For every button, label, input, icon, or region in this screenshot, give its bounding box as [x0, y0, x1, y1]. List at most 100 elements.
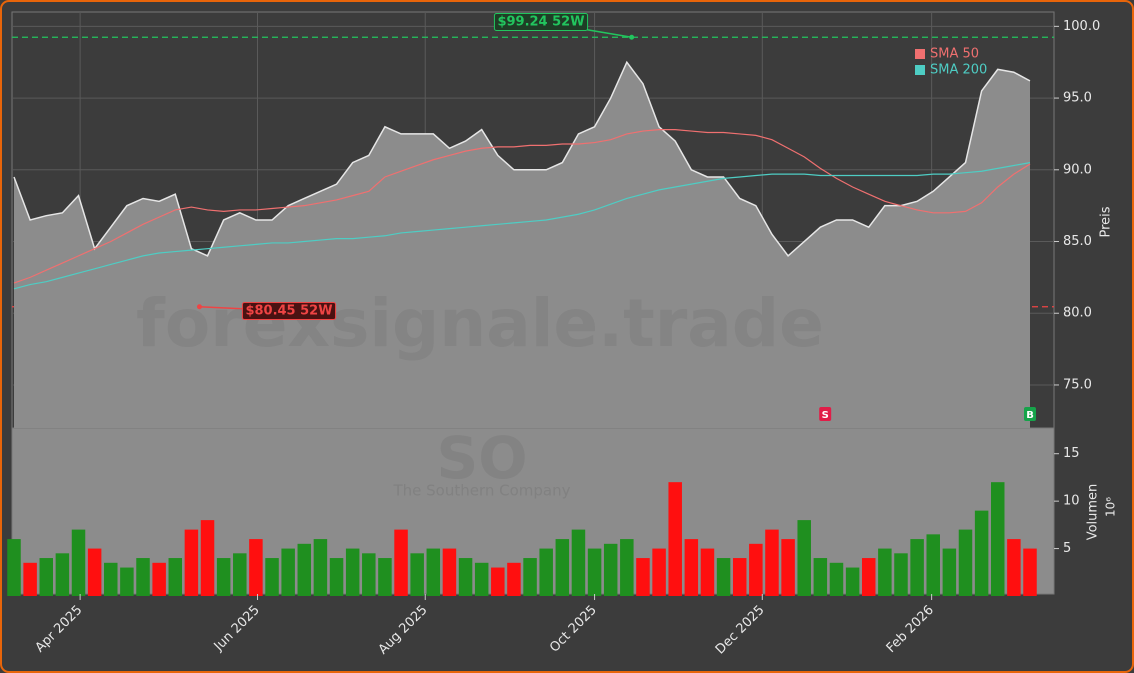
volume-bar: [39, 558, 54, 596]
volume-bar: [23, 562, 37, 596]
volume-bar: [716, 558, 731, 596]
volume-bar: [894, 553, 908, 596]
volume-bar: [216, 558, 231, 596]
volume-bar: [587, 548, 602, 596]
volume-bar: [474, 562, 489, 596]
volume-bar: [668, 482, 682, 596]
signal-box: [1024, 407, 1036, 421]
volume-bar: [603, 543, 618, 596]
y-tick-label: 90.0: [1063, 162, 1092, 177]
y-axis-label: Preis: [1099, 206, 1114, 237]
volume-bar: [797, 520, 811, 596]
volume-bar: [362, 553, 376, 596]
volume-bar: [200, 520, 215, 596]
price-line: [13, 60, 1031, 257]
volume-bar: [974, 510, 989, 596]
volume-bar: [491, 567, 505, 596]
high-label-text: $99.24 52W: [497, 15, 584, 30]
volume-bar: [684, 539, 699, 596]
ticker-watermark: SO: [436, 424, 527, 492]
volume-bar: [861, 558, 876, 596]
y2-axis-unit: 10⁶: [1104, 497, 1118, 517]
sma-line: [13, 162, 1031, 290]
high-point: [629, 34, 635, 40]
low-label-box: [241, 302, 337, 320]
y2-tick-label: 10: [1063, 494, 1080, 509]
volume-bar: [829, 562, 844, 596]
volume-bar: [55, 553, 70, 596]
volume-bar: [233, 553, 247, 596]
y-tick-label: 80.0: [1063, 306, 1092, 321]
sma-line: [13, 129, 1031, 284]
signal-label: S: [822, 410, 829, 421]
volume-bar: [652, 548, 666, 596]
low-point: [196, 304, 202, 310]
volume-bar: [990, 482, 1005, 596]
legend-swatch: [915, 49, 925, 59]
volume-bar: [555, 539, 570, 596]
volume-bar: [152, 562, 166, 596]
volume-bar: [571, 529, 586, 596]
watermark: forexsignale.trade: [136, 285, 824, 362]
volume-bar: [539, 548, 553, 596]
legend-label: SMA 50: [930, 47, 979, 62]
company-watermark: The Southern Company: [392, 482, 570, 500]
volume-bar: [878, 548, 892, 596]
volume-bar: [297, 543, 312, 596]
legend-swatch: [915, 65, 925, 75]
volume-bar: [732, 558, 747, 596]
signal-box: [819, 407, 832, 421]
volume-bar: [458, 558, 473, 596]
volume-bar: [378, 558, 392, 596]
volume-bar: [281, 548, 295, 596]
y2-axis-label: Volumen: [1086, 484, 1101, 541]
volume-bar: [87, 548, 102, 596]
volume-bar: [7, 539, 21, 596]
volume-bar: [265, 558, 279, 596]
volume-bar: [249, 539, 263, 596]
volume-bar: [958, 529, 973, 596]
y2-tick-label: 5: [1063, 541, 1071, 556]
low-label-text: $80.45 52W: [245, 304, 332, 319]
volume-bar: [104, 562, 118, 596]
volume-bar: [426, 548, 441, 596]
y-tick-label: 75.0: [1063, 377, 1092, 392]
high-label-box: [493, 13, 589, 31]
volume-bar: [942, 548, 957, 596]
volume-bar: [781, 539, 795, 596]
volume-bar: [410, 553, 424, 596]
volume-bar: [845, 567, 860, 596]
volume-bar: [523, 558, 537, 596]
y-tick-label: 100.0: [1063, 19, 1100, 34]
volume-bar: [184, 529, 199, 596]
volume-bar: [120, 567, 134, 596]
volume-bar: [700, 548, 715, 596]
volume-bar: [168, 558, 183, 596]
volume-bar: [620, 539, 634, 596]
signal-label: B: [1026, 410, 1034, 421]
volume-bar: [926, 534, 940, 596]
volume-bar: [1023, 548, 1037, 596]
y2-tick-label: 15: [1063, 446, 1080, 461]
volume-bar: [749, 543, 763, 596]
volume-bar: [636, 558, 650, 596]
volume-bar: [71, 529, 86, 596]
volume-bar: [1007, 539, 1021, 596]
y-tick-label: 95.0: [1063, 91, 1092, 106]
y-tick-label: 85.0: [1063, 234, 1092, 249]
high-label: $99.24 52W: [493, 13, 589, 31]
volume-bar: [765, 529, 779, 596]
volume-bar: [507, 562, 521, 596]
volume-bar: [813, 558, 828, 596]
volume-bar: [394, 529, 408, 596]
legend-label: SMA 200: [930, 63, 987, 78]
low-label: $80.45 52W: [241, 302, 337, 320]
volume-bar: [910, 539, 924, 596]
volume-bar: [345, 548, 360, 596]
volume-bar: [136, 558, 150, 596]
volume-bar: [313, 539, 328, 596]
volume-bar: [442, 548, 457, 596]
volume-bar: [329, 558, 344, 596]
